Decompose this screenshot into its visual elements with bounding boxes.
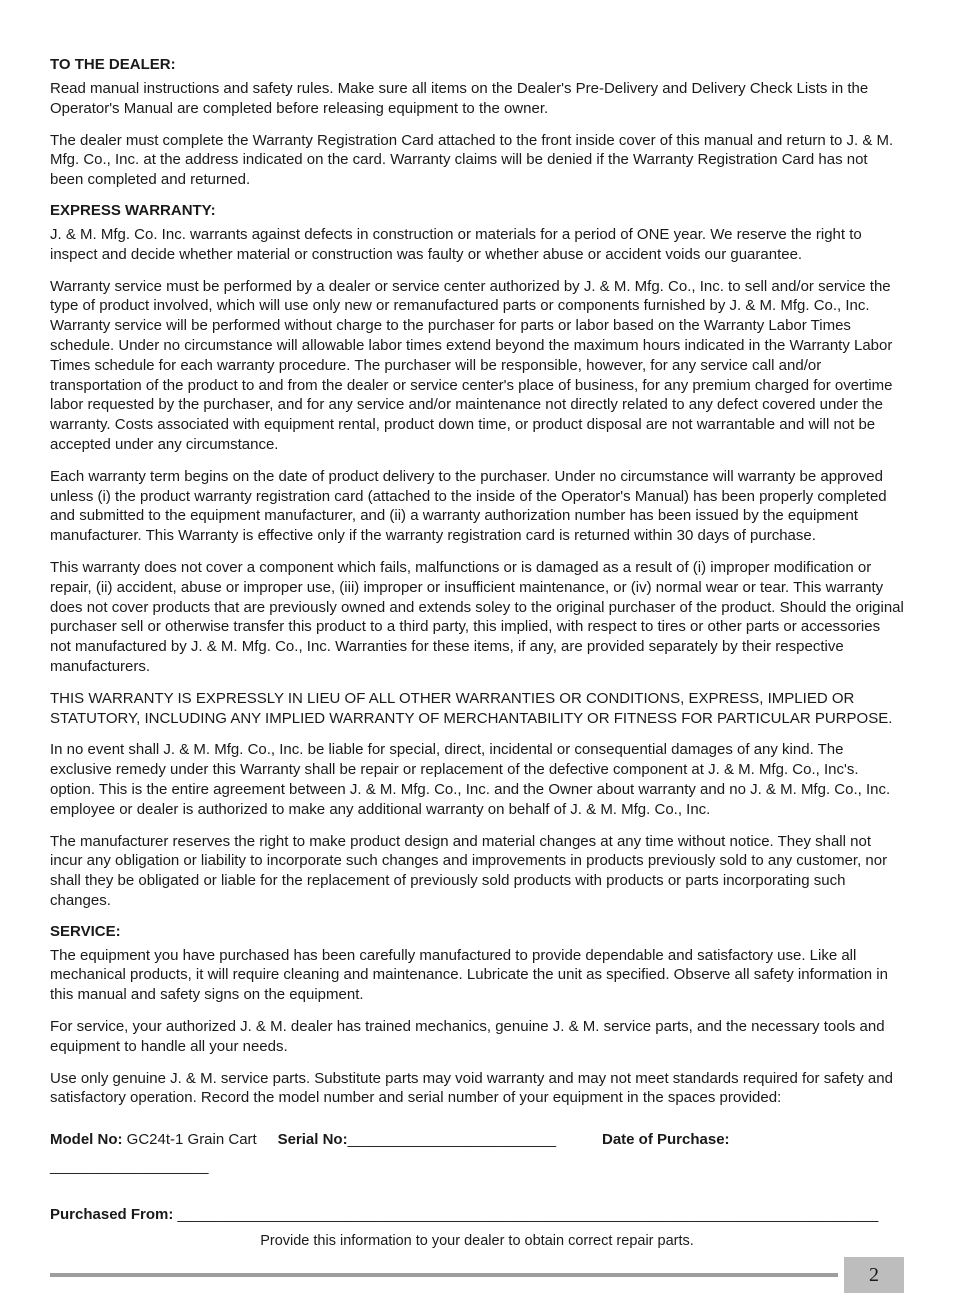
date-of-purchase-blank: ___________________ — [50, 1153, 209, 1180]
to-dealer-p2: The dealer must complete the Warranty Re… — [50, 131, 904, 190]
purchased-from-blank: ________________________________________… — [173, 1206, 878, 1223]
warranty-p6: In no event shall J. & M. Mfg. Co., Inc.… — [50, 740, 904, 819]
purchased-from-label: Purchased From: — [50, 1206, 173, 1223]
date-of-purchase-label: Date of Purchase: — [602, 1131, 730, 1148]
to-dealer-p1: Read manual instructions and safety rule… — [50, 79, 904, 119]
warranty-p3: Each warranty term begins on the date of… — [50, 467, 904, 546]
model-no-label: Model No: — [50, 1131, 123, 1148]
serial-no-blank: _________________________ — [348, 1126, 557, 1153]
service-p3: Use only genuine J. & M. service parts. … — [50, 1069, 904, 1109]
service-p2: For service, your authorized J. & M. dea… — [50, 1017, 904, 1057]
footer-rule — [50, 1273, 838, 1277]
service-p1: The equipment you have purchased has bee… — [50, 946, 904, 1005]
purchased-from-row: Purchased From: ________________________… — [50, 1206, 904, 1223]
page-number: 2 — [869, 1264, 879, 1287]
serial-no-label: Serial No: — [278, 1131, 348, 1148]
footer-note: Provide this information to your dealer … — [50, 1233, 904, 1249]
warranty-p2: Warranty service must be performed by a … — [50, 277, 904, 455]
equipment-info-row: Model No: GC24t-1 Grain Cart Serial No: … — [50, 1126, 904, 1180]
document-page: TO THE DEALER: Read manual instructions … — [0, 0, 954, 1293]
footer-bar: 2 — [50, 1257, 904, 1293]
heading-to-dealer: TO THE DEALER: — [50, 56, 904, 73]
heading-service: SERVICE: — [50, 923, 904, 940]
warranty-p4: This warranty does not cover a component… — [50, 558, 904, 677]
model-no-value: GC24t-1 Grain Cart — [123, 1131, 257, 1148]
warranty-disclaimer-caps: THIS WARRANTY IS EXPRESSLY IN LIEU OF AL… — [50, 689, 904, 729]
warranty-p7: The manufacturer reserves the right to m… — [50, 832, 904, 911]
page-number-box: 2 — [844, 1257, 904, 1293]
heading-express-warranty: EXPRESS WARRANTY: — [50, 202, 904, 219]
warranty-p1: J. & M. Mfg. Co. Inc. warrants against d… — [50, 225, 904, 265]
